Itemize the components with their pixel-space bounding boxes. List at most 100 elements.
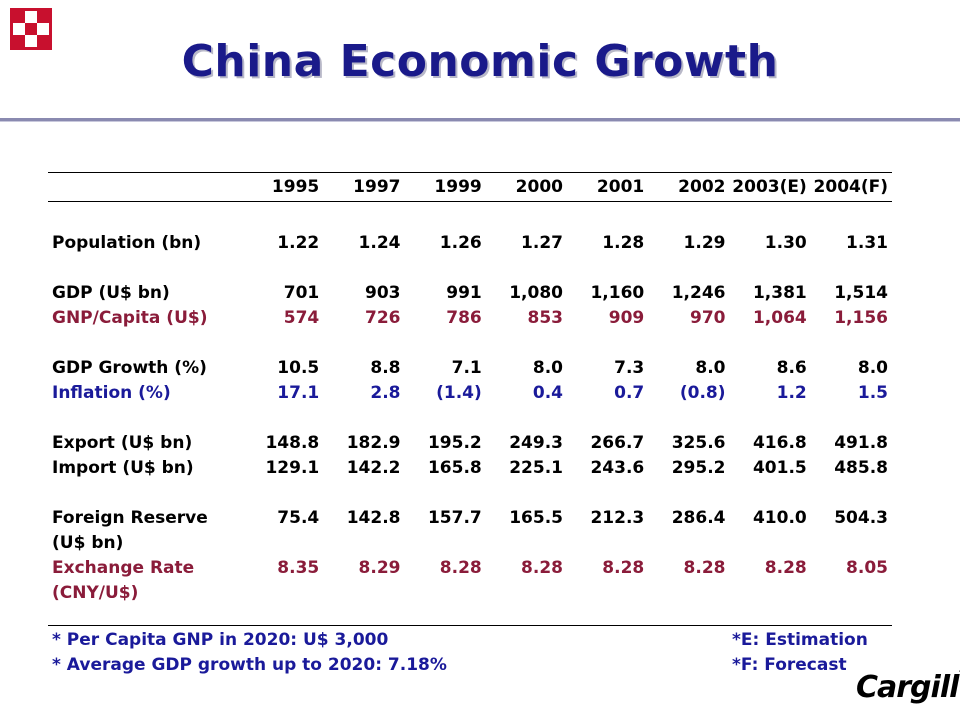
table-row-exchange-rate-unit: (CNY/U$) <box>48 580 892 605</box>
cell-value: 0.7 <box>614 382 645 403</box>
table-row-foreign-reserve: Foreign Reserve 75.4 142.8 157.7 165.5 2… <box>48 505 892 530</box>
table-bottom-rule <box>48 625 892 626</box>
cell-value: 1.28 <box>602 232 645 253</box>
cell-value: 8.05 <box>846 557 888 578</box>
cell-value: (0.8) <box>679 382 726 403</box>
cell-value: 8.28 <box>764 557 807 578</box>
cell-value: 991 <box>446 282 482 303</box>
cell-value: 1.22 <box>277 232 320 253</box>
cell-value: 1,156 <box>834 307 888 328</box>
cell-value: 970 <box>690 307 726 328</box>
cell-value: 1,514 <box>834 282 888 303</box>
cell-value: 8.28 <box>602 557 645 578</box>
cell-value: 2.8 <box>370 382 401 403</box>
cell-value: 1,064 <box>752 307 807 328</box>
cell-value: 212.3 <box>590 507 645 528</box>
cell-value: 1.2 <box>776 382 807 403</box>
footnotes-left: * Per Capita GNP in 2020: U$ 3,000 * Ave… <box>52 628 447 678</box>
cell-value: 157.7 <box>427 507 482 528</box>
table-top-rule <box>48 172 892 173</box>
cell-value: 786 <box>446 307 482 328</box>
cell-value: 75.4 <box>277 507 320 528</box>
table-row-inflation: Inflation (%) 17.1 2.8 (1.4) 0.4 0.7 (0.… <box>48 380 892 405</box>
checkerboard-logo-icon <box>10 8 52 50</box>
cell-value: 0.4 <box>532 382 563 403</box>
cell-value: 1,080 <box>509 282 563 303</box>
cell-value: 8.29 <box>358 557 401 578</box>
cell-value: 8.0 <box>532 357 563 378</box>
table-row-gnp-capita: GNP/Capita (U$) 574 726 786 853 909 970 … <box>48 305 892 330</box>
table-row-export: Export (U$ bn) 148.8 182.9 195.2 249.3 2… <box>48 430 892 455</box>
cell-value: 1.26 <box>439 232 482 253</box>
row-label: Import (U$ bn) <box>52 457 194 478</box>
cell-value: 225.1 <box>509 457 563 478</box>
footnote: * Per Capita GNP in 2020: U$ 3,000 <box>52 630 389 650</box>
cell-value: 1.27 <box>521 232 563 253</box>
cell-value: 266.7 <box>590 432 645 453</box>
table-row-population: Population (bn) 1.22 1.24 1.26 1.27 1.28… <box>48 230 892 255</box>
cell-value: 574 <box>283 307 320 328</box>
cell-value: 504.3 <box>834 507 888 528</box>
table-row-exchange-rate: Exchange Rate 8.35 8.29 8.28 8.28 8.28 8… <box>48 555 892 580</box>
cell-value: 410.0 <box>752 507 807 528</box>
brand-name: Cargill <box>856 670 959 705</box>
row-label: GNP/Capita (U$) <box>52 307 208 328</box>
cell-value: 726 <box>365 307 401 328</box>
cell-value: 903 <box>365 282 401 303</box>
cell-value: 148.8 <box>265 432 320 453</box>
year-header: 2000 <box>515 177 563 197</box>
row-label-continuation: (CNY/U$) <box>52 582 139 603</box>
row-label: Export (U$ bn) <box>52 432 193 453</box>
row-label-continuation: (U$ bn) <box>52 532 124 553</box>
cell-value: 8.35 <box>277 557 320 578</box>
cell-value: 8.8 <box>370 357 401 378</box>
cell-value: 142.2 <box>346 457 401 478</box>
year-header: 2004(F) <box>813 177 888 197</box>
row-label: Population (bn) <box>52 232 202 253</box>
table-row-gdp-growth: GDP Growth (%) 10.5 8.8 7.1 8.0 7.3 8.0 … <box>48 355 892 380</box>
cell-value: 195.2 <box>427 432 482 453</box>
table-row-gdp: GDP (U$ bn) 701 903 991 1,080 1,160 1,24… <box>48 280 892 305</box>
footnotes-right: *E: Estimation *F: Forecast <box>732 628 888 678</box>
cell-value: 909 <box>608 307 645 328</box>
cell-value: 1,246 <box>671 282 726 303</box>
year-header: 2002 <box>678 177 726 197</box>
footnote: * Average GDP growth up to 2020: 7.18% <box>52 655 447 675</box>
year-header: 1995 <box>271 177 320 197</box>
year-header: 1997 <box>353 177 401 197</box>
cell-value: 701 <box>283 282 320 303</box>
cell-value: 243.6 <box>590 457 645 478</box>
cell-value: 8.0 <box>695 357 726 378</box>
cell-value: 295.2 <box>671 457 726 478</box>
footnote: *E: Estimation <box>732 630 868 650</box>
cell-value: 165.5 <box>509 507 563 528</box>
row-label: GDP Growth (%) <box>52 357 207 378</box>
cell-value: 1.29 <box>683 232 726 253</box>
cell-value: 485.8 <box>834 457 888 478</box>
cell-value: 1,381 <box>752 282 807 303</box>
cell-value: 1.24 <box>358 232 401 253</box>
cell-value: 1.5 <box>857 382 888 403</box>
row-label: GDP (U$ bn) <box>52 282 170 303</box>
table-row-foreign-reserve-unit: (U$ bn) <box>48 530 892 555</box>
row-label: Inflation (%) <box>52 382 171 403</box>
cell-value: 325.6 <box>671 432 726 453</box>
cell-value: 165.8 <box>427 457 482 478</box>
cell-value: 8.6 <box>776 357 807 378</box>
year-header: 2003(E) <box>732 177 807 197</box>
year-header: 2001 <box>596 177 645 197</box>
cell-value: 286.4 <box>671 507 726 528</box>
economic-data-table: 1995 1997 1999 2000 2001 2002 2003(E) 20… <box>48 172 892 678</box>
cell-value: 8.0 <box>857 357 888 378</box>
cell-value: 17.1 <box>277 382 320 403</box>
cell-value: 129.1 <box>265 457 320 478</box>
table-header-row: 1995 1997 1999 2000 2001 2002 2003(E) 20… <box>48 173 892 201</box>
cell-value: 401.5 <box>752 457 807 478</box>
cell-value: 1,160 <box>590 282 645 303</box>
footnotes: * Per Capita GNP in 2020: U$ 3,000 * Ave… <box>48 626 892 678</box>
row-label: Foreign Reserve <box>52 507 208 528</box>
table-row-import: Import (U$ bn) 129.1 142.2 165.8 225.1 2… <box>48 455 892 480</box>
cell-value: 7.1 <box>451 357 482 378</box>
year-header: 1999 <box>434 177 482 197</box>
header-bottom-rule <box>48 201 892 202</box>
